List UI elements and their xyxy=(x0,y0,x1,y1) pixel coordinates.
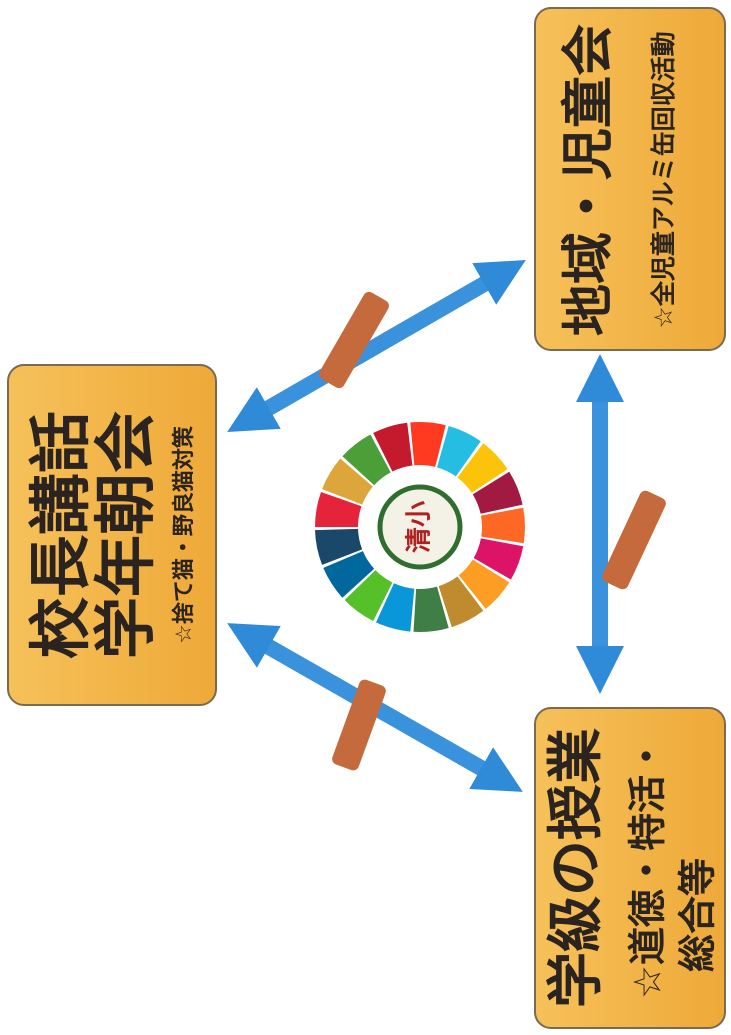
box-title: 地域・児童会 xyxy=(559,24,619,336)
box-note: 総合等 xyxy=(676,858,720,972)
arrow xyxy=(248,272,505,420)
box-class: 学級の授業 ☆道徳・特活・ 総合等 xyxy=(535,708,725,1028)
sdg-segment xyxy=(481,508,525,544)
box-note: ☆全児童アルミ缶回収活動 xyxy=(649,31,678,328)
box-principal: 校長講話 学年朝会 ☆捨て猫・野良猫対策 xyxy=(8,365,216,705)
diagram: 校長講話 学年朝会 ☆捨て猫・野良猫対策 地域・児童会 ☆全児童アルミ缶回収活動… xyxy=(0,0,731,1035)
box-title: 学級の授業 xyxy=(544,728,609,1008)
box-title: 校長講話 xyxy=(24,411,97,659)
box-community: 地域・児童会 ☆全児童アルミ缶回収活動 xyxy=(535,8,725,350)
box-title: 学年朝会 xyxy=(89,411,162,659)
box-note: ☆捨て猫・野良猫対策 xyxy=(171,425,197,644)
baton xyxy=(600,489,668,591)
box-note: ☆道徳・特活・ xyxy=(626,737,670,999)
emblem-text: 清小 xyxy=(405,501,435,553)
